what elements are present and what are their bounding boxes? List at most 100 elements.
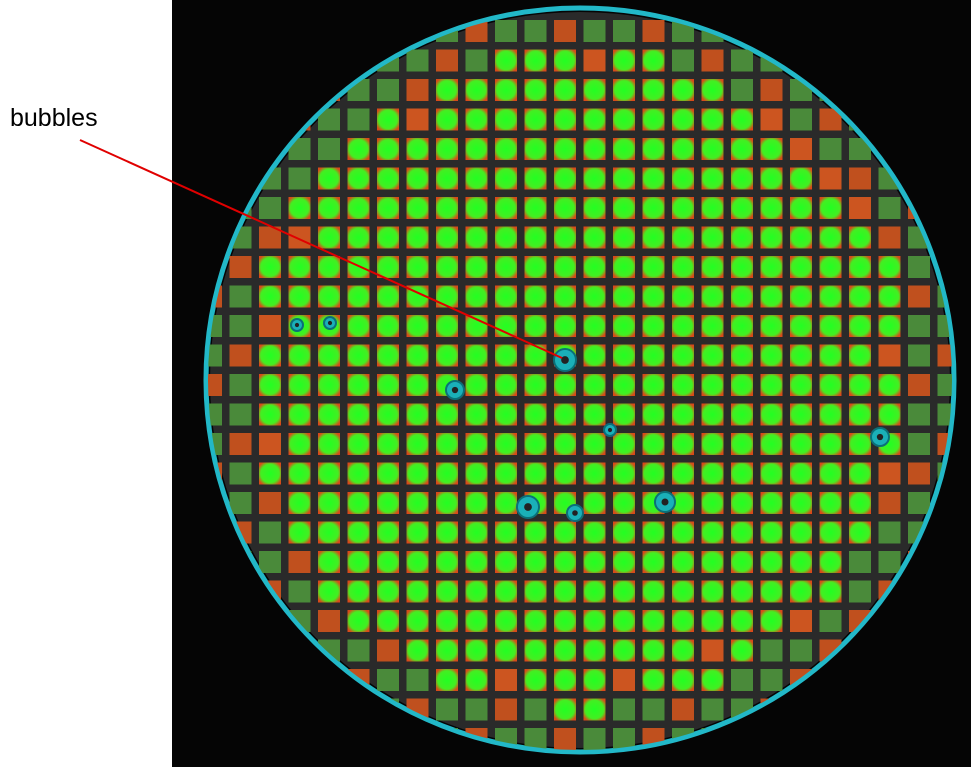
die	[849, 521, 871, 544]
die	[495, 521, 517, 544]
die	[347, 344, 370, 367]
die	[554, 669, 576, 691]
die	[731, 285, 753, 308]
die	[554, 728, 576, 750]
die	[583, 108, 606, 131]
die	[672, 344, 694, 367]
die	[524, 344, 547, 367]
die	[790, 197, 812, 219]
die	[760, 610, 783, 632]
die	[524, 551, 547, 573]
wafer-edge	[203, 5, 957, 755]
die	[436, 433, 458, 455]
die	[613, 403, 635, 426]
die	[908, 344, 930, 367]
die	[524, 698, 547, 721]
die	[731, 49, 753, 72]
die	[760, 79, 783, 101]
die	[878, 315, 901, 337]
die	[908, 374, 930, 396]
die	[524, 610, 547, 632]
die	[672, 197, 694, 219]
die	[465, 669, 488, 691]
die	[554, 521, 576, 544]
die	[583, 551, 606, 573]
die	[760, 108, 783, 131]
die	[377, 108, 399, 131]
die	[288, 433, 311, 455]
die	[849, 315, 871, 337]
die	[259, 462, 281, 485]
die	[701, 610, 724, 632]
die	[760, 521, 783, 544]
die	[731, 669, 753, 691]
die	[406, 315, 429, 337]
die	[672, 492, 694, 514]
die	[495, 403, 517, 426]
die	[524, 728, 547, 750]
die	[318, 462, 340, 485]
die	[406, 462, 429, 485]
die	[672, 580, 694, 603]
die	[229, 433, 252, 455]
die	[672, 698, 694, 721]
die	[613, 285, 635, 308]
die	[760, 167, 783, 190]
die	[731, 226, 753, 249]
die	[288, 403, 311, 426]
die	[318, 226, 340, 249]
die	[318, 285, 340, 308]
die	[613, 138, 635, 160]
die	[819, 433, 842, 455]
die	[583, 79, 606, 101]
die	[436, 698, 458, 721]
die	[288, 492, 311, 514]
die	[672, 403, 694, 426]
die	[731, 462, 753, 485]
die	[377, 639, 399, 662]
die	[436, 669, 458, 691]
die	[878, 256, 901, 278]
die	[554, 551, 576, 573]
die	[318, 521, 340, 544]
die	[554, 285, 576, 308]
die	[524, 167, 547, 190]
die	[613, 108, 635, 131]
die	[701, 403, 724, 426]
die	[731, 492, 753, 514]
die	[760, 374, 783, 396]
die	[908, 403, 930, 426]
die	[613, 315, 635, 337]
die	[583, 197, 606, 219]
die	[465, 580, 488, 603]
die	[495, 226, 517, 249]
die	[377, 344, 399, 367]
die	[642, 580, 665, 603]
die	[554, 433, 576, 455]
die	[672, 108, 694, 131]
die	[436, 49, 458, 72]
die	[760, 669, 783, 691]
die	[849, 344, 871, 367]
die	[701, 492, 724, 514]
die	[495, 49, 517, 72]
die	[554, 108, 576, 131]
die	[229, 285, 252, 308]
die	[613, 580, 635, 603]
die	[760, 639, 783, 662]
die	[760, 433, 783, 455]
die	[347, 138, 370, 160]
die	[613, 256, 635, 278]
die	[672, 285, 694, 308]
die	[583, 20, 606, 42]
die	[760, 197, 783, 219]
die	[288, 138, 311, 160]
die	[495, 374, 517, 396]
die	[819, 226, 842, 249]
die	[436, 79, 458, 101]
die	[701, 285, 724, 308]
die	[849, 197, 871, 219]
die	[849, 580, 871, 603]
die	[524, 580, 547, 603]
die	[583, 226, 606, 249]
